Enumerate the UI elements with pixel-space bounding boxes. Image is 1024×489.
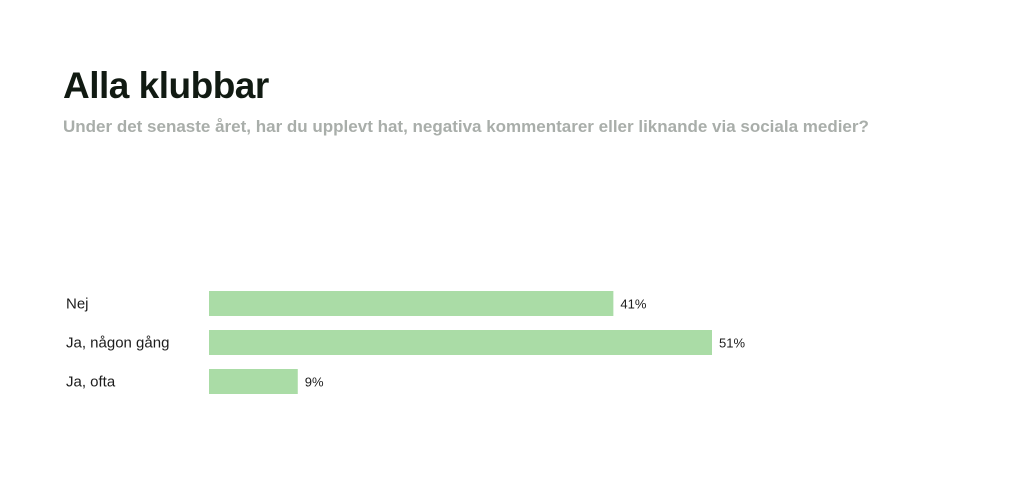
- bar: [209, 291, 614, 316]
- category-label: Ja, ofta: [66, 374, 116, 391]
- category-label: Nej: [66, 296, 89, 313]
- bar: [209, 369, 298, 394]
- category-label: Ja, någon gång: [66, 335, 169, 352]
- data-label: 9%: [305, 375, 324, 390]
- chart-title: Alla klubbar: [63, 65, 269, 106]
- bar: [209, 330, 712, 355]
- data-label: 51%: [719, 336, 745, 351]
- chart-subtitle: Under det senaste året, har du upplevt h…: [63, 117, 869, 136]
- data-label: 41%: [620, 297, 646, 312]
